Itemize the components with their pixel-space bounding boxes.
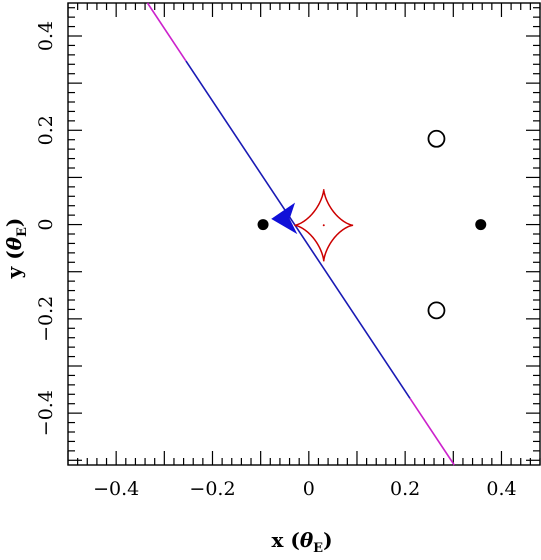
x-tick-label: −0.4	[93, 478, 139, 500]
image-circle	[427, 301, 446, 320]
caustic-center-dot	[322, 224, 325, 227]
y-tick-label: 0	[35, 219, 57, 231]
plot-marks	[146, 2, 487, 466]
tick-labels-group: −0.4 −0.2 0 0.2 0.4 −0.4 −0.2 0 0.2 0.4	[35, 21, 517, 500]
trajectory-segment-outer	[146, 2, 187, 62]
y-tick-label: 0.4	[35, 21, 57, 51]
lens-mass-dot	[257, 219, 269, 231]
image-circle	[427, 129, 446, 148]
x-tick-label: −0.2	[189, 478, 235, 500]
x-axis-label: x (θE)	[271, 528, 332, 555]
y-axis-label: y (θE)	[2, 218, 30, 280]
x-tick-label: 0	[303, 478, 315, 500]
trajectory-segment-outer	[409, 397, 455, 466]
x-tick-label: 0.2	[390, 478, 420, 500]
y-tick-label: −0.4	[35, 390, 57, 436]
y-tick-label: −0.2	[35, 296, 57, 342]
lens-mass-dot	[475, 219, 487, 231]
y-tick-label: 0.2	[35, 115, 57, 145]
ticks-group	[67, 3, 541, 465]
x-tick-label: 0.4	[486, 478, 516, 500]
caustic-curve	[294, 189, 354, 262]
trajectory-segment-highlight	[185, 60, 411, 399]
plot-frame	[67, 2, 541, 466]
source-marker	[271, 202, 298, 235]
